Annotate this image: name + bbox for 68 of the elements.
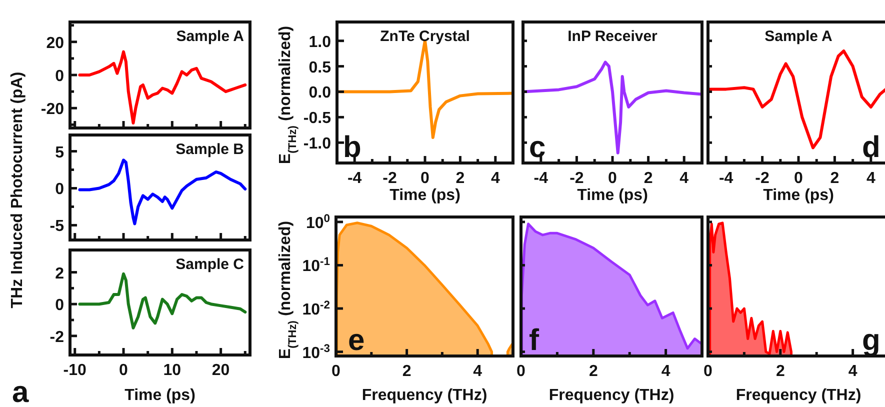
- chart-title: ZnTe Crystal: [380, 28, 470, 45]
- x-tick-label: 2: [644, 170, 653, 187]
- line-series: [78, 272, 247, 330]
- x-tick-label: -2: [570, 170, 584, 187]
- x-tick-label: -4: [347, 170, 362, 187]
- annotation: d: [862, 131, 880, 164]
- text: a: [12, 376, 29, 407]
- x-tick-label: 4: [680, 170, 689, 187]
- x-tick-label: 4: [848, 363, 858, 380]
- y-axis-title: THz Induced Photocurrent (pA): [9, 72, 26, 308]
- x-axis-title: Time (ps): [763, 187, 834, 204]
- chart-title: Sample C: [176, 256, 244, 273]
- x-axis-title: Frequency (THz): [548, 387, 674, 404]
- y-tick-label: 0.0: [308, 84, 332, 102]
- annotation: f: [529, 324, 540, 357]
- y-tick-label: 0: [55, 181, 64, 198]
- annotation: b: [343, 131, 362, 164]
- x-tick-label: 4: [473, 363, 482, 380]
- x-tick-label: -2: [382, 170, 398, 187]
- y-tick-label: -2: [50, 328, 64, 346]
- x-tick-label: -4: [534, 170, 548, 187]
- x-tick-label: 10: [163, 362, 182, 379]
- x-tick-label: -2: [755, 170, 770, 187]
- y-tick-label: -1.0: [303, 136, 332, 153]
- x-tick-label: 0: [608, 170, 618, 187]
- y-tick-label: 0.5: [308, 59, 332, 76]
- y-tick-label: 0: [55, 297, 64, 314]
- chart-title: Sample A: [764, 28, 833, 45]
- x-axis-title: Frequency (THz): [736, 387, 862, 404]
- x-tick-label: 4: [661, 363, 670, 380]
- x-tick-label: 2: [588, 363, 598, 380]
- x-tick-label: 2: [456, 170, 465, 187]
- x-tick-label: 20: [212, 362, 230, 379]
- x-tick-label: 2: [402, 363, 412, 380]
- y-tick-label: 20: [46, 34, 64, 52]
- y-tick-label: 1.0: [308, 34, 332, 51]
- x-tick-label: 4: [490, 170, 500, 187]
- y-tick-label: -0.5: [303, 110, 332, 128]
- x-axis-title: Frequency (THz): [362, 387, 488, 404]
- annotation: e: [348, 324, 365, 357]
- line-series: [78, 50, 247, 125]
- y-tick-label: -20: [40, 101, 64, 118]
- annotation: c: [529, 131, 546, 164]
- line-series: [78, 158, 247, 226]
- y-tick-label: -5: [50, 218, 64, 236]
- x-tick-label: 0: [704, 363, 713, 380]
- x-tick-label: 4: [866, 170, 876, 187]
- chart-title: InP Receiver: [568, 28, 658, 45]
- x-axis-title: Time (ps): [577, 187, 648, 204]
- x-tick-label: 2: [776, 363, 785, 380]
- x-tick-label: -4: [718, 170, 734, 187]
- y-tick-label: 0: [55, 68, 64, 85]
- x-tick-label: -10: [63, 362, 87, 379]
- chart-title: Sample B: [176, 141, 244, 158]
- y-tick-label: 2: [55, 265, 64, 282]
- x-tick-label: 2: [830, 170, 840, 187]
- x-axis-title: Time (ps): [124, 387, 196, 404]
- x-axis-title: Time (ps): [390, 187, 460, 204]
- y-tick-label: 10$^{-3}$: [302, 342, 330, 362]
- chart-title: Sample A: [176, 28, 244, 45]
- x-tick-label: 0: [119, 362, 128, 379]
- y-tick-label: 10$^{0}$: [306, 212, 330, 232]
- y-tick-label: 10$^{-2}$: [302, 300, 330, 319]
- x-tick-label: 0: [794, 170, 804, 187]
- x-tick-label: 0: [516, 363, 526, 380]
- y-tick-label: 5: [55, 144, 64, 162]
- x-tick-label: 0: [420, 170, 430, 187]
- y-tick-label: 10$^{-1}$: [302, 256, 330, 276]
